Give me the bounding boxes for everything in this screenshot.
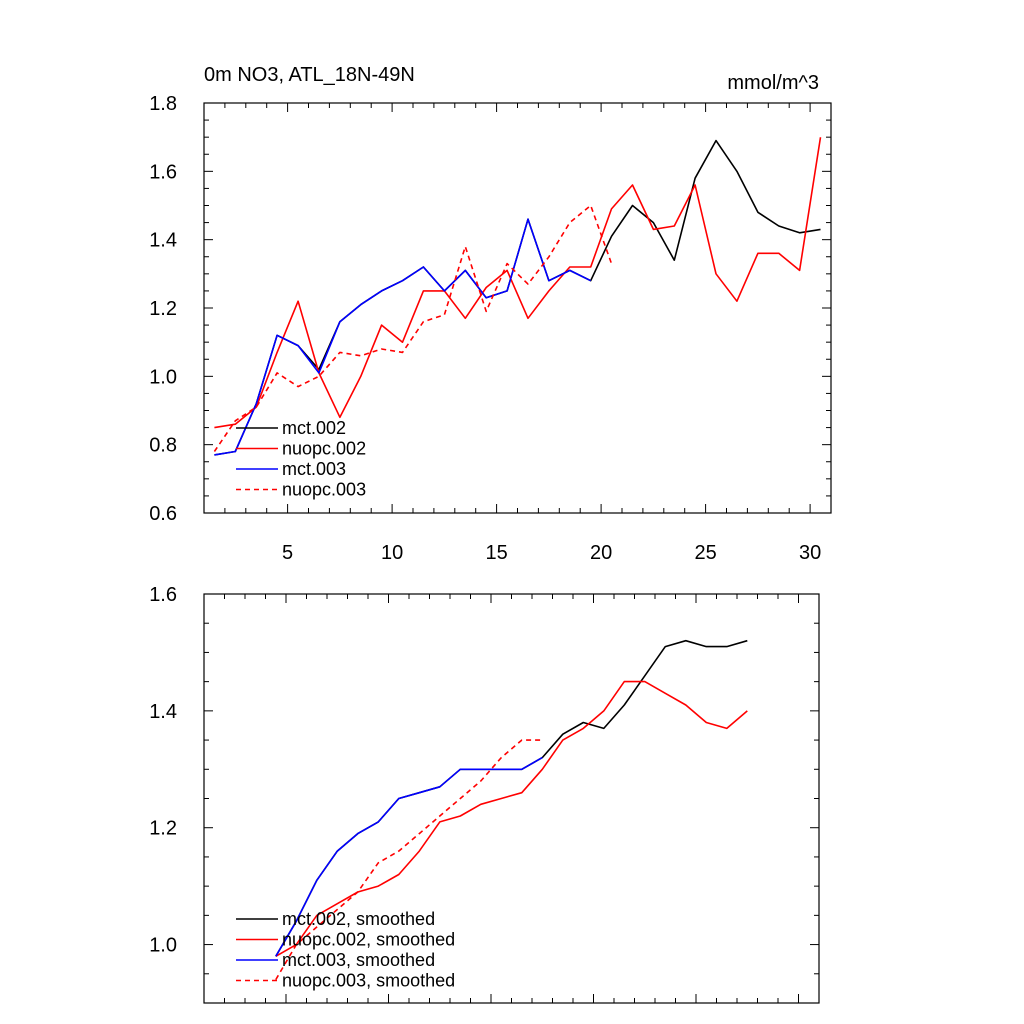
x-ticks xyxy=(203,103,832,513)
y-ticks xyxy=(204,102,831,514)
bottom-panel: 1.0 1.2 1.4 1.6 mct.002, smoothednuopc.002, … xyxy=(149,584,820,1004)
legend-entry: mct.002, smoothed xyxy=(282,909,435,929)
top-panel: 5 10 15 20 25 30 0.6 0.8 1.0 1.2 1.4 1.6 1.8 0m NO3, … xyxy=(149,64,832,564)
y-tick-label: 1.4 xyxy=(149,230,177,252)
y-tick-label: 0.8 xyxy=(149,435,177,457)
legend-entry: mct.002 xyxy=(282,418,346,438)
series-line-mct-003 xyxy=(214,218,592,456)
legend-entry: nuopc.003 xyxy=(282,480,366,500)
x-tick-label: 30 xyxy=(799,542,821,564)
legend-entry: mct.003, smoothed xyxy=(282,950,435,970)
x-tick-label: 10 xyxy=(381,542,403,564)
x-tick-label: 5 xyxy=(282,542,293,564)
series-line-nuopc-003 xyxy=(213,204,613,452)
y-tick-label: 1.2 xyxy=(149,818,177,840)
series-line-mct-002 xyxy=(214,139,821,456)
legend-entry: nuopc.003, smoothed xyxy=(282,971,455,991)
chart-title: 0m NO3, ATL_18N-49N xyxy=(204,64,415,86)
y-tick-label: 0.6 xyxy=(149,503,177,525)
y-tick-label: 1.2 xyxy=(149,298,177,320)
y-tick-label: 1.4 xyxy=(149,701,177,723)
series-line-nuopc-002 xyxy=(214,137,822,429)
x-ticks xyxy=(203,594,820,1003)
x-tick-label: 25 xyxy=(694,542,716,564)
y-tick-label: 1.6 xyxy=(149,161,177,183)
units-label: mmol/m^3 xyxy=(727,72,819,94)
legend-entry: nuopc.002 xyxy=(282,439,366,459)
x-tick-label: 20 xyxy=(590,542,612,564)
x-tick-label: 15 xyxy=(485,542,507,564)
legend-entry: nuopc.002, smoothed xyxy=(282,930,455,950)
y-tick-label: 1.6 xyxy=(149,584,177,606)
series-line-nuopc-003-smoothed xyxy=(275,739,543,981)
series-line-mct-003-smoothed xyxy=(275,756,543,957)
y-tick-label: 1.8 xyxy=(149,93,177,115)
y-tick-label: 1.0 xyxy=(149,935,177,957)
legend-entry: mct.003 xyxy=(282,459,346,479)
y-tick-label: 1.0 xyxy=(149,366,177,388)
y-ticks xyxy=(204,593,819,1004)
